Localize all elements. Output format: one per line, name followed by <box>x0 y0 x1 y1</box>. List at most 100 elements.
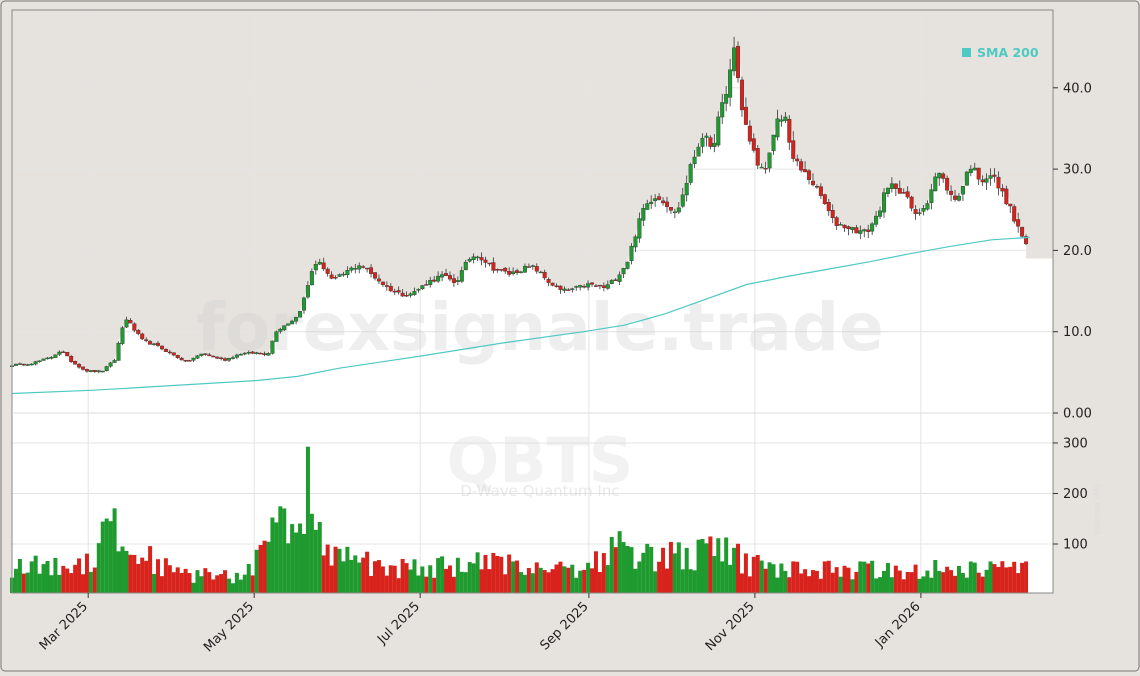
candle-body <box>128 320 133 324</box>
volume-bar <box>854 571 859 593</box>
candle-body <box>593 285 598 287</box>
volume-bar <box>996 566 1001 593</box>
candle-body <box>960 186 965 195</box>
candle-body <box>522 265 527 273</box>
candle-body <box>258 352 263 355</box>
candle-body <box>451 278 456 283</box>
candle-body <box>566 289 571 291</box>
candle-body <box>104 366 109 372</box>
volume-bar <box>290 524 295 593</box>
volume-bar <box>657 561 662 593</box>
volume-bar <box>270 517 275 593</box>
candle-body <box>242 352 247 355</box>
candle-body <box>657 196 662 200</box>
volume-bar <box>219 574 224 593</box>
candle-body <box>159 345 164 350</box>
volume-bar <box>92 567 97 593</box>
candle-body <box>858 230 863 234</box>
candle-body <box>376 278 381 282</box>
candle-body <box>57 351 62 355</box>
volume-bar <box>613 547 618 593</box>
candle-body <box>601 285 606 288</box>
volume-tick-label: 300 <box>1063 436 1088 451</box>
watermark-company: D-Wave Quantum Inc <box>460 482 619 500</box>
volume-bar <box>696 539 701 593</box>
candle-body <box>661 200 666 204</box>
volume-bar <box>84 553 89 593</box>
candle-body <box>25 364 30 366</box>
volume-bar <box>901 579 906 593</box>
volume-bar <box>874 578 879 593</box>
plot-border <box>11 9 1054 594</box>
candle-body <box>163 348 168 352</box>
candle-body <box>41 358 46 361</box>
candle-body <box>889 183 894 189</box>
volume-bar <box>266 541 271 593</box>
volume-bar <box>37 573 42 593</box>
candle-body <box>988 175 993 179</box>
candle-body <box>818 186 823 196</box>
candle-body <box>771 134 776 152</box>
candle-body <box>625 261 630 269</box>
candle-body <box>152 343 157 345</box>
candle-body <box>278 328 283 332</box>
candle-body <box>440 274 445 278</box>
volume-bar <box>625 545 630 593</box>
volume-bar <box>933 559 938 593</box>
candle-body <box>901 192 906 194</box>
candle-body <box>77 364 82 368</box>
volume-bar <box>538 567 543 593</box>
volume-bar <box>889 577 894 593</box>
volume-bar <box>455 557 460 593</box>
candle-body <box>345 270 350 276</box>
volume-bar <box>250 575 255 593</box>
volume-bar <box>136 563 141 593</box>
candle-body <box>692 156 697 165</box>
price-tick-label: 20.0 <box>1063 244 1092 259</box>
volume-bar <box>483 554 488 593</box>
volume-bar <box>578 570 583 593</box>
candle-body <box>763 168 768 170</box>
candle-body <box>862 229 867 232</box>
candle-body <box>672 211 677 213</box>
volume-bar <box>692 570 697 593</box>
candle-body <box>29 363 34 366</box>
candle-body <box>1000 187 1005 192</box>
volume-bar <box>870 560 875 593</box>
candle-body <box>530 265 535 267</box>
candle-body <box>518 271 523 273</box>
candle-body <box>305 285 310 298</box>
volume-bar <box>171 572 176 593</box>
volume-bar <box>467 562 472 593</box>
volume-bar <box>570 564 575 593</box>
volume-bar <box>444 568 449 593</box>
volume-bar <box>818 578 823 593</box>
candle-body <box>384 285 389 287</box>
volume-bar <box>57 574 62 593</box>
candle-body <box>712 142 717 147</box>
volume-bar <box>353 555 358 593</box>
volume-bar <box>416 575 421 593</box>
candle-body <box>992 174 997 177</box>
candle-body <box>404 295 409 297</box>
candle-body <box>613 279 618 281</box>
volume-bar <box>29 561 34 593</box>
volume-bar <box>736 543 741 593</box>
candle-body <box>124 319 129 328</box>
volume-bar <box>960 572 965 593</box>
candle-body <box>321 262 326 270</box>
candle-body <box>739 79 744 111</box>
candle-body <box>684 182 689 196</box>
candle-body <box>61 351 66 354</box>
volume-bar <box>333 546 338 593</box>
volume-bar <box>183 568 188 593</box>
candle-body <box>444 273 449 276</box>
volume-bar <box>645 543 650 593</box>
legend-swatch-sma-200 <box>962 48 971 57</box>
volume-bar <box>779 563 784 593</box>
candle-body <box>550 282 555 286</box>
candle-body <box>475 256 480 259</box>
candle-body <box>621 268 626 275</box>
candle-body <box>905 191 910 198</box>
volume-bar <box>463 572 468 593</box>
